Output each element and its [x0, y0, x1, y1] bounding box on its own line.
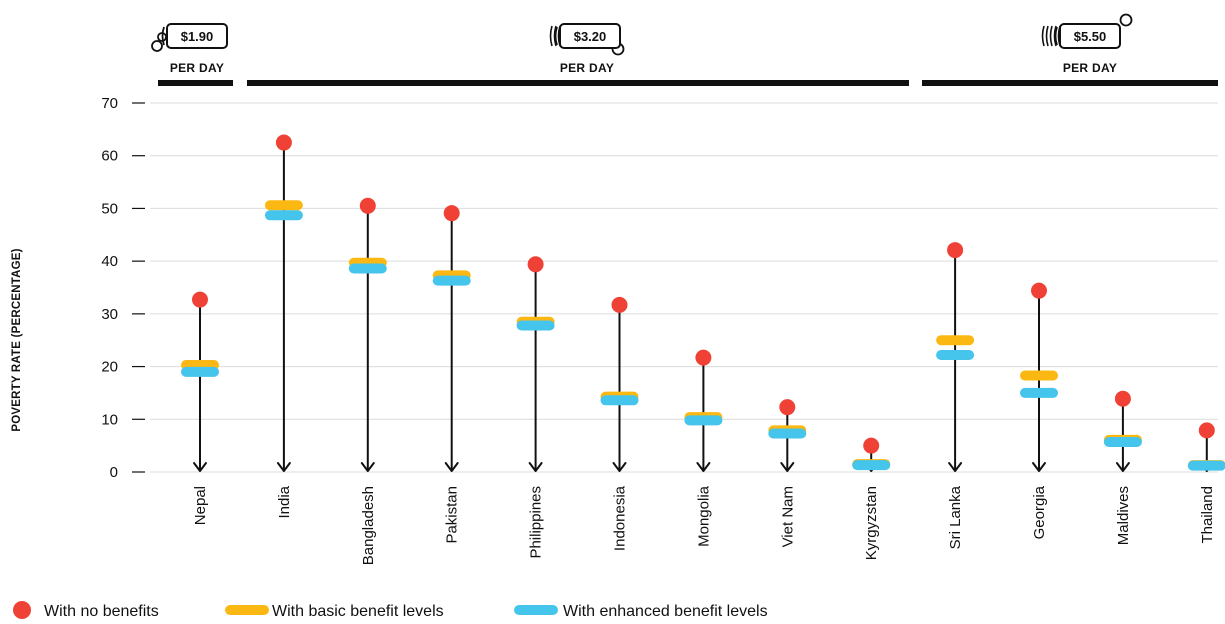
category-label: Thailand	[1199, 486, 1216, 544]
no-benefit-dot	[527, 256, 544, 273]
y-tick-label: 30	[101, 306, 118, 323]
arrow-down-icon	[696, 462, 711, 472]
group-price-label: $1.90	[181, 29, 214, 44]
y-tick-label: 0	[110, 464, 118, 481]
category-label: Pakistan	[444, 486, 461, 544]
no-benefit-dot	[1198, 422, 1215, 439]
y-tick-label: 60	[101, 148, 118, 165]
legend-dot-marker	[13, 601, 31, 619]
stems	[193, 142, 1214, 472]
enhanced-benefit-marker	[516, 320, 555, 331]
no-benefit-dot	[359, 197, 376, 214]
group-price-label: $3.20	[574, 29, 607, 44]
gridlines	[150, 102, 1218, 473]
category-label: Georgia	[1031, 485, 1048, 539]
enhanced-benefit-marker	[348, 263, 387, 274]
arrow-down-icon	[780, 462, 795, 472]
enhanced-benefit-marker	[684, 415, 723, 426]
group-sub-label: PER DAY	[1063, 61, 1117, 75]
legend-label: With enhanced benefit levels	[563, 603, 768, 620]
arrow-down-icon	[612, 462, 627, 472]
no-benefit-dot	[863, 437, 880, 454]
group-price-label: $5.50	[1074, 29, 1107, 44]
group-sub-label: PER DAY	[170, 61, 224, 75]
category-label: Philippines	[528, 486, 545, 559]
no-benefit-dot	[192, 291, 208, 308]
no-benefit-dot	[611, 296, 628, 313]
category-label: Kyrgyzstan	[863, 486, 880, 560]
category-label: Sri Lanka	[947, 485, 964, 549]
arrow-down-icon	[1115, 462, 1130, 472]
no-benefit-dot	[1031, 282, 1047, 299]
no-benefit-dot	[695, 349, 712, 366]
enhanced-benefit-marker	[936, 349, 975, 360]
no-benefit-dot	[1114, 390, 1131, 407]
category-label: Mongolia	[695, 485, 712, 547]
legend-bar-marker	[514, 605, 558, 615]
price-tag	[166, 23, 228, 49]
price-tag	[1059, 23, 1121, 49]
arrow-down-icon	[360, 462, 375, 472]
enhanced-benefit-marker	[181, 366, 219, 377]
arrow-down-icon	[528, 462, 543, 472]
y-axis: 0 10 20 30 40 50 60 70	[101, 95, 145, 481]
category-label: Indonesia	[612, 485, 629, 551]
legend-label: With basic benefit levels	[272, 603, 444, 620]
y-tick-label: 50	[101, 200, 118, 217]
arrow-down-icon	[1032, 462, 1046, 472]
enhanced-benefit-marker	[852, 460, 891, 471]
markers	[181, 134, 1225, 471]
y-axis-label: POVERTY RATE (PERCENTAGE)	[11, 248, 23, 431]
basic-benefit-marker	[264, 200, 303, 211]
arrow-down-icon	[276, 462, 291, 472]
basic-benefit-marker	[936, 335, 975, 346]
y-tick-label: 20	[101, 359, 118, 376]
enhanced-benefit-marker	[264, 210, 303, 221]
legend-label: With no benefits	[44, 603, 159, 620]
y-tick-label: 40	[101, 253, 118, 270]
legend-bar-marker	[225, 605, 269, 615]
enhanced-benefit-marker	[600, 395, 639, 406]
x-axis-labels: Nepal India Bangladesh Pakistan Philippines I…	[192, 485, 1216, 565]
legend: With no benefits With basic benefit level…	[13, 601, 768, 620]
arrow-down-icon	[193, 462, 207, 472]
enhanced-benefit-marker	[768, 428, 807, 439]
basic-benefit-marker	[1020, 370, 1058, 381]
y-tick-label: 10	[101, 411, 118, 428]
enhanced-benefit-marker	[1020, 387, 1058, 398]
no-benefit-dot	[443, 205, 460, 222]
arrow-down-icon	[444, 462, 459, 472]
category-label: Nepal	[192, 486, 209, 525]
benefit-group-headers: $1.90 PER DAY $3.20 PER DAY $5.50 PER DAY	[151, 13, 1218, 86]
group-bracket	[922, 80, 1218, 86]
category-label: Viet Nam	[779, 486, 796, 547]
price-tag	[559, 23, 621, 49]
no-benefit-dot	[275, 134, 292, 151]
arrow-down-icon	[948, 462, 963, 472]
no-benefit-dot	[779, 399, 796, 416]
enhanced-benefit-marker	[1103, 436, 1142, 447]
category-label: Maldives	[1115, 486, 1132, 545]
category-label: India	[276, 485, 293, 518]
group-bracket	[247, 80, 909, 86]
group-bracket	[158, 80, 233, 86]
group-sub-label: PER DAY	[560, 61, 614, 75]
no-benefit-dot	[947, 242, 964, 259]
enhanced-benefit-marker	[432, 275, 471, 286]
category-label: Bangladesh	[360, 486, 377, 565]
enhanced-benefit-marker	[1187, 460, 1225, 471]
y-tick-label: 70	[101, 95, 118, 112]
